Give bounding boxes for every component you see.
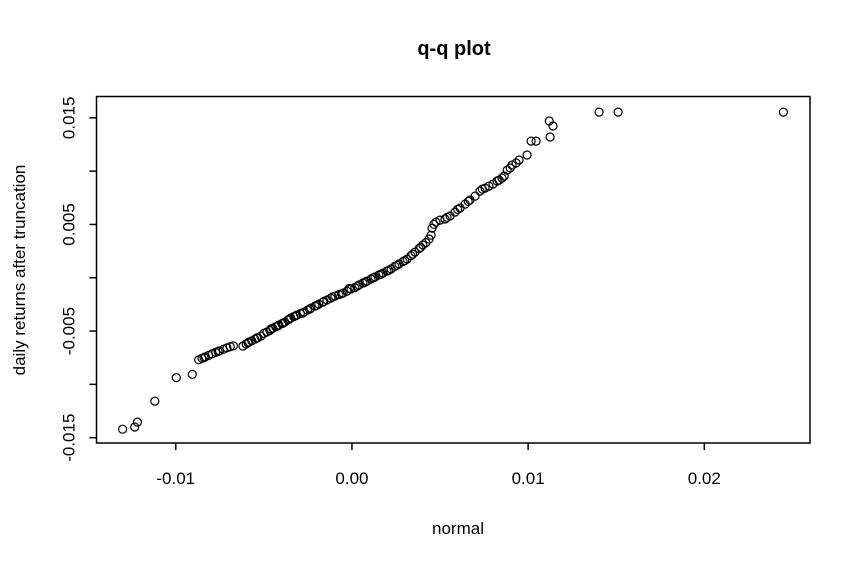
data-point <box>613 107 623 117</box>
x-axis-label: normal <box>432 519 484 538</box>
data-point <box>336 289 346 299</box>
data-point <box>328 292 338 302</box>
data-point <box>440 214 450 224</box>
y-tick-label: -0.005 <box>60 307 79 355</box>
plot-box <box>95 95 811 444</box>
data-point <box>319 296 329 307</box>
data-point <box>416 242 426 252</box>
y-tick-label: 0.005 <box>60 203 79 246</box>
x-tick-label: 0.00 <box>335 469 368 488</box>
data-point <box>442 212 452 222</box>
data-point <box>499 171 509 181</box>
scatter-points <box>117 107 789 434</box>
data-point <box>150 396 160 406</box>
data-point <box>470 191 480 201</box>
data-point <box>352 281 362 291</box>
data-point <box>228 341 238 351</box>
x-tick-label: 0.01 <box>512 469 545 488</box>
data-point <box>252 333 262 343</box>
data-point <box>171 373 181 383</box>
data-point <box>213 346 223 357</box>
data-point <box>187 369 197 379</box>
data-point <box>408 249 418 259</box>
data-point <box>548 121 558 131</box>
data-point <box>778 107 789 117</box>
axis-ticks: -0.01 0.00 0.01 0.02 0.015 0.005 -0.005 -0.015 <box>60 97 721 488</box>
chart-title: q-q plot <box>417 38 491 60</box>
y-tick-label: -0.015 <box>60 414 79 462</box>
data-point <box>298 308 308 318</box>
data-point <box>545 132 555 142</box>
data-point <box>400 256 410 266</box>
y-axis-label: daily returns after truncation <box>10 165 29 376</box>
data-point <box>132 417 142 427</box>
data-point <box>376 269 386 279</box>
data-point <box>475 186 485 196</box>
data-point <box>522 150 532 160</box>
data-point <box>392 260 402 270</box>
data-point <box>526 136 536 146</box>
plot-border <box>95 95 811 444</box>
data-point <box>312 300 322 310</box>
data-point <box>429 219 439 229</box>
data-point <box>477 184 487 194</box>
data-point <box>199 352 209 363</box>
data-point <box>117 424 128 434</box>
data-point <box>305 304 315 314</box>
data-point <box>426 230 436 240</box>
data-point <box>453 204 463 214</box>
data-point <box>463 196 473 206</box>
data-point <box>360 277 370 287</box>
y-tick-label: 0.015 <box>60 97 79 140</box>
x-tick-label: 0.02 <box>688 469 721 488</box>
data-point <box>273 321 283 331</box>
data-point <box>531 136 541 146</box>
data-point <box>497 173 507 183</box>
data-point <box>368 273 378 283</box>
data-point <box>130 422 140 432</box>
x-tick-label: -0.01 <box>156 469 195 488</box>
data-point <box>514 155 524 165</box>
data-point <box>511 158 521 168</box>
data-point <box>505 163 515 173</box>
data-point <box>418 240 428 250</box>
data-point <box>594 107 604 117</box>
data-point <box>243 338 253 348</box>
data-point <box>502 165 512 175</box>
data-point <box>384 265 394 275</box>
